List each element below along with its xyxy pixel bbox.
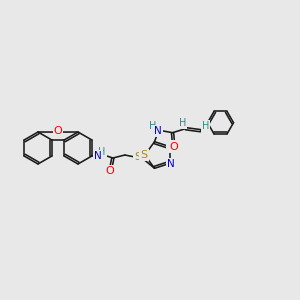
Text: O: O xyxy=(169,142,178,152)
Text: N: N xyxy=(154,126,161,136)
Text: N: N xyxy=(167,159,175,169)
Text: N: N xyxy=(94,151,102,161)
Text: O: O xyxy=(106,166,114,176)
Text: H: H xyxy=(98,147,106,157)
Text: H: H xyxy=(179,118,186,128)
Text: S: S xyxy=(134,152,141,162)
Text: N: N xyxy=(167,141,175,151)
Text: H: H xyxy=(202,121,209,131)
Text: S: S xyxy=(140,150,147,160)
Text: O: O xyxy=(54,126,62,136)
Text: H: H xyxy=(149,121,156,131)
